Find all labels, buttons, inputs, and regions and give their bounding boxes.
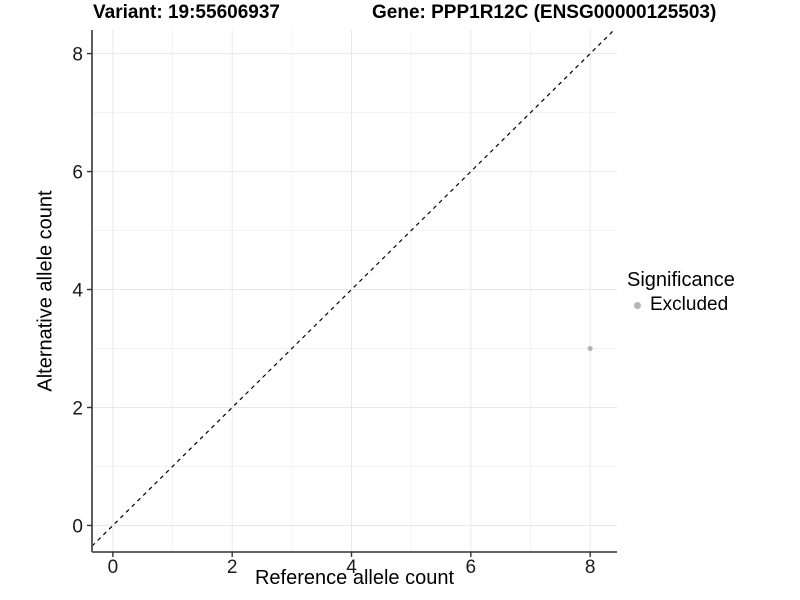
x-tick-label: 0: [108, 557, 119, 578]
x-axis-title: Reference allele count: [254, 567, 454, 589]
y-tick-label: 0: [72, 516, 83, 537]
x-tick-label: 4: [346, 557, 357, 578]
y-tick-label: 4: [72, 281, 83, 302]
y-tick-label: 2: [72, 398, 83, 419]
x-tick-label: 6: [466, 557, 477, 578]
legend-item-label: Excluded: [650, 294, 729, 315]
legend: Significance Excluded: [627, 268, 735, 316]
y-axis-title: Alternative allele count: [34, 190, 57, 392]
identity-line: [91, 29, 615, 547]
data-point: [587, 345, 593, 352]
y-tick-label: 6: [72, 163, 83, 184]
x-tick-label: 8: [585, 557, 596, 578]
y-tick-label: 8: [72, 45, 83, 66]
legend-item-excluded: Excluded: [627, 294, 735, 316]
legend-point-icon: [634, 301, 641, 309]
plot-title-variant: Variant: 19:55606937: [93, 2, 280, 23]
legend-title: Significance: [627, 269, 735, 291]
x-tick-label: 2: [227, 557, 238, 578]
plot-title-gene: Gene: PPP1R12C (ENSG00000125503): [372, 2, 717, 23]
